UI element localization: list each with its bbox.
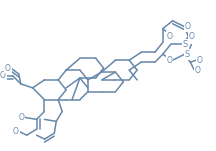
Text: O: O: [13, 127, 19, 136]
Text: O: O: [5, 64, 11, 73]
Text: S: S: [183, 40, 188, 49]
Text: O: O: [194, 66, 200, 75]
Text: S: S: [184, 50, 190, 59]
Text: O: O: [184, 22, 190, 31]
Text: O: O: [196, 56, 202, 65]
Text: O: O: [167, 56, 173, 65]
Text: O: O: [0, 71, 6, 80]
Text: O: O: [188, 32, 194, 41]
Text: O: O: [167, 32, 173, 41]
Text: O: O: [19, 113, 25, 122]
